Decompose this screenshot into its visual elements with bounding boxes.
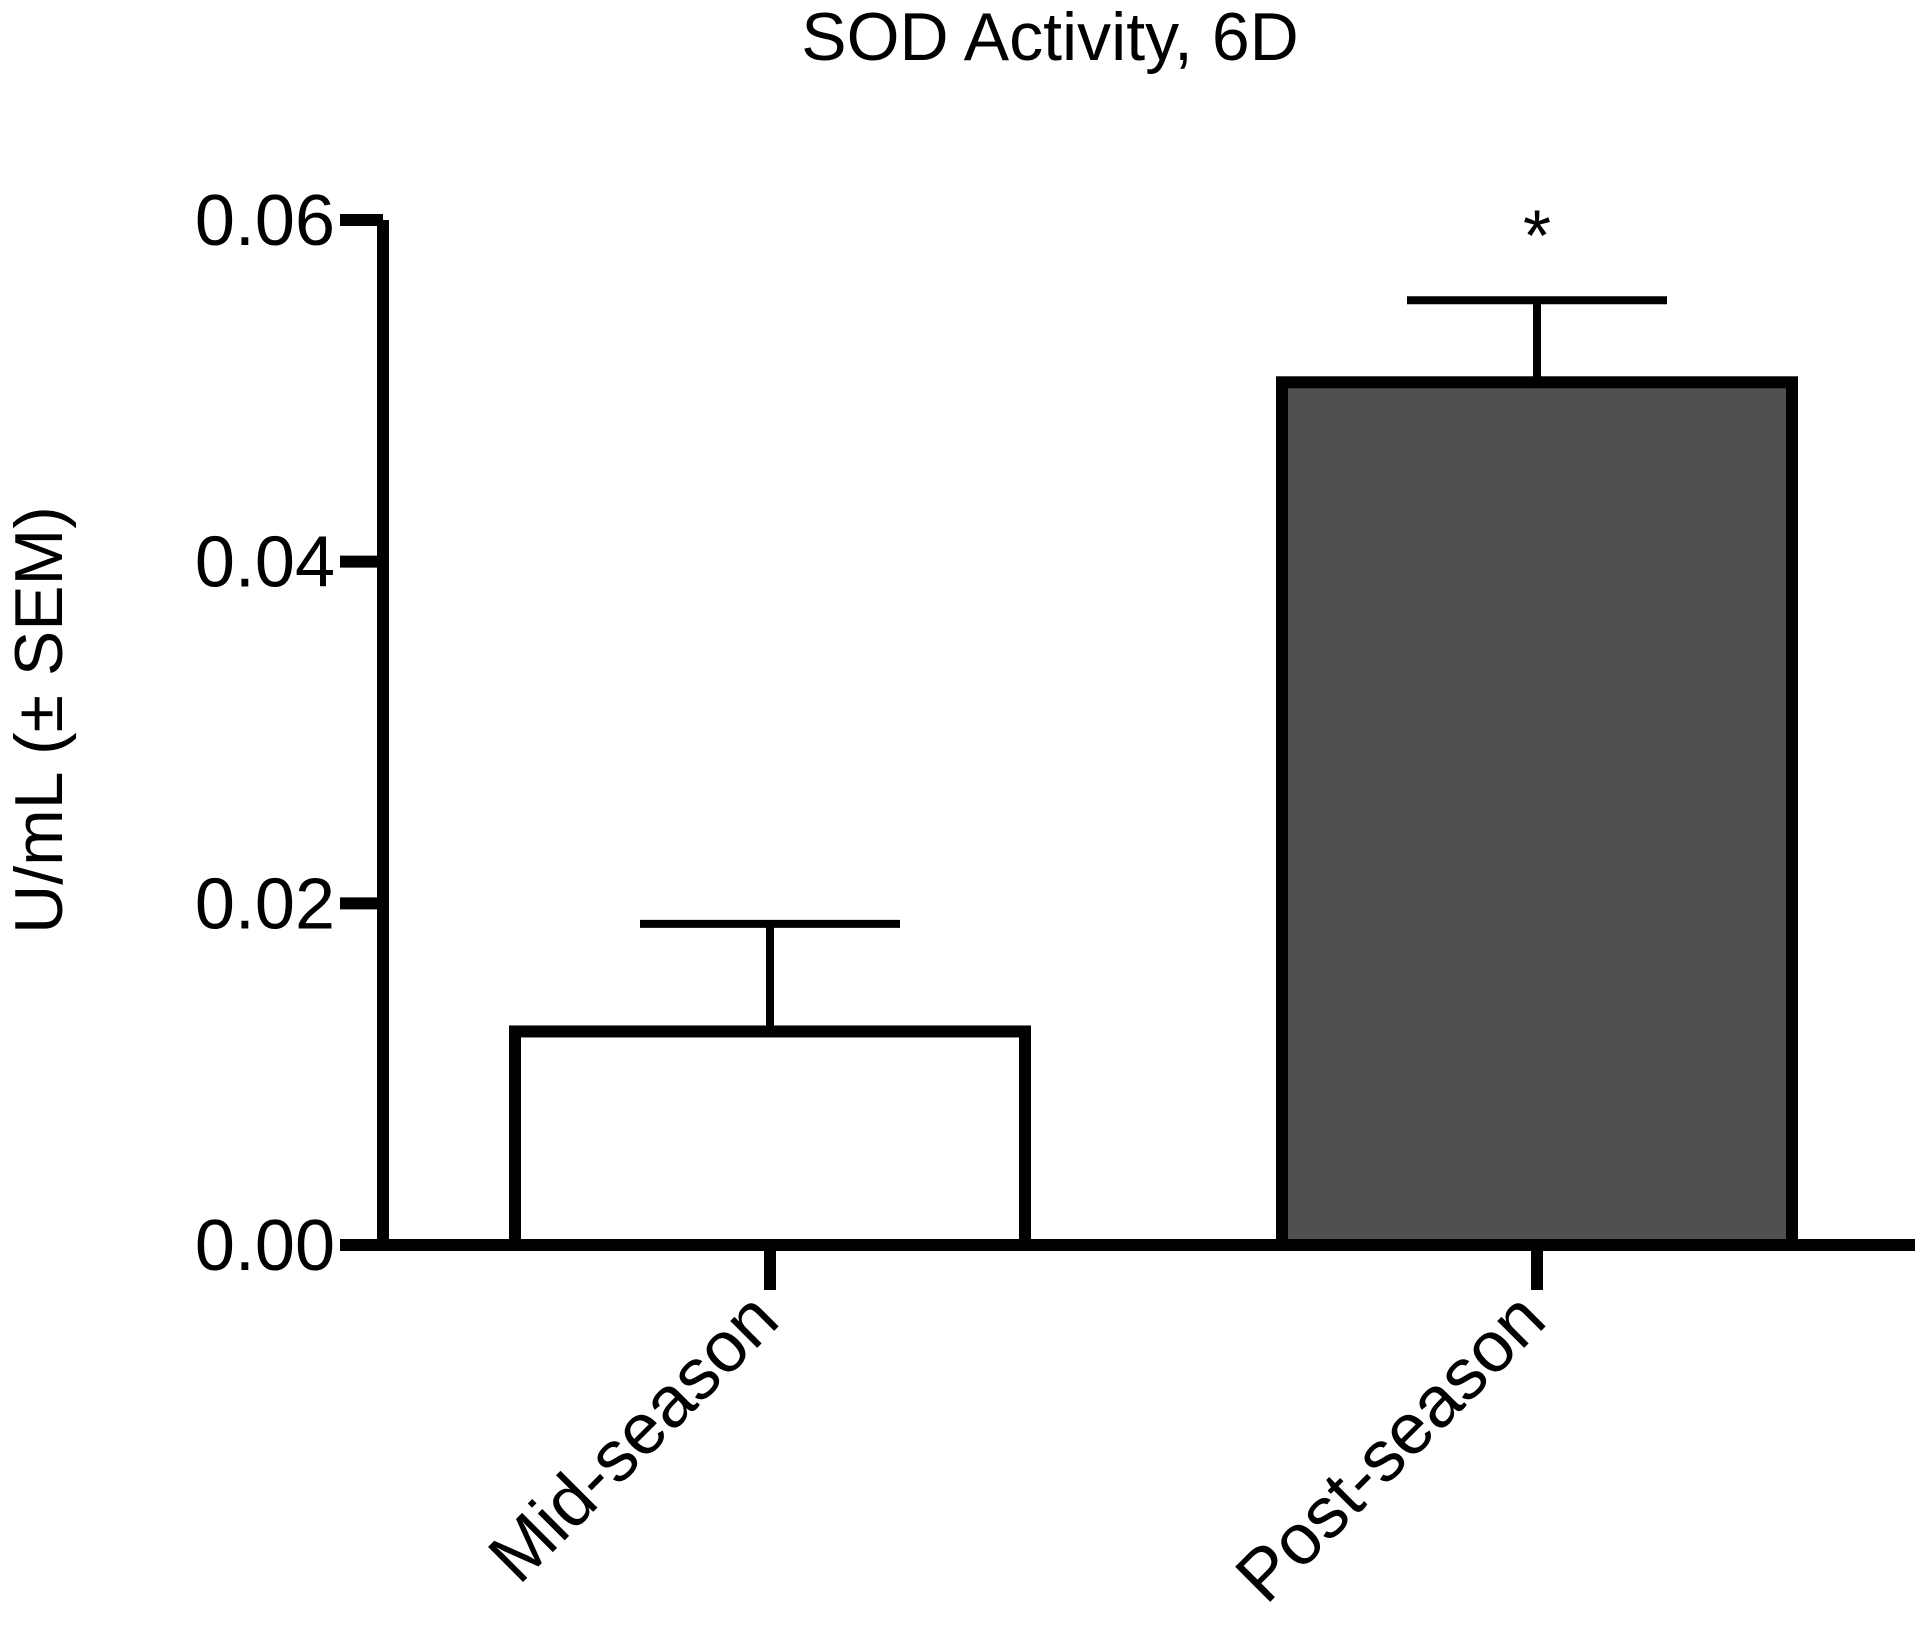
x-tick-label: Post-season [1221, 1278, 1561, 1618]
y-tick-label: 0.06 [195, 181, 335, 261]
y-axis-label: U/mL (± SEM) [1, 506, 77, 934]
chart-title: SOD Activity, 6D [801, 0, 1299, 75]
bar-post-season [1276, 376, 1798, 1251]
plot-area: * 0.00 0.02 0.04 0.06 Mid-season Post-season [195, 181, 1915, 1617]
y-tick-label: 0.04 [195, 523, 335, 603]
y-tick-label: 0.00 [195, 1206, 335, 1286]
x-tick-label: Mid-season [474, 1278, 794, 1598]
bar-mid-season [509, 1025, 1031, 1252]
y-tick-label: 0.02 [195, 864, 335, 944]
significance-marker: * [1523, 196, 1551, 276]
